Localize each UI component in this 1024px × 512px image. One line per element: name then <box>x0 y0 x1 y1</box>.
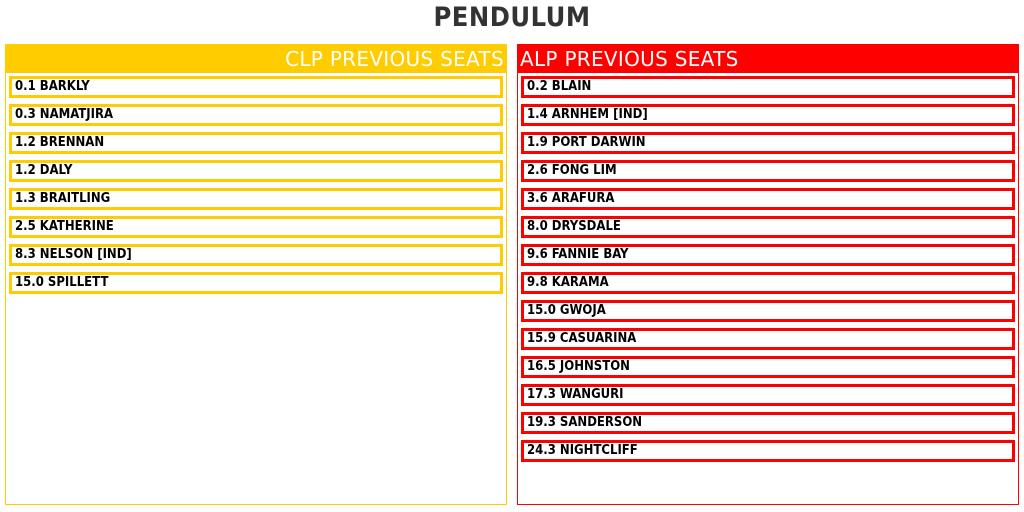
alp-seat-item[interactable]: 9.6 FANNIE BAY <box>521 244 1015 266</box>
alp-seat-item[interactable]: 15.9 CASUARINA <box>521 328 1015 350</box>
alp-seat-item[interactable]: 19.3 SANDERSON <box>521 412 1015 434</box>
alp-seat-item[interactable]: 8.0 DRYSDALE <box>521 216 1015 238</box>
alp-seat-item[interactable]: 1.9 PORT DARWIN <box>521 132 1015 154</box>
alp-seat-item[interactable]: 1.4 ARNHEM [IND] <box>521 104 1015 126</box>
clp-seat-item[interactable]: 1.3 BRAITLING <box>9 188 503 210</box>
clp-panel-header: CLP PREVIOUS SEATS <box>6 45 506 73</box>
alp-seat-item[interactable]: 3.6 ARAFURA <box>521 188 1015 210</box>
clp-seat-item[interactable]: 2.5 KATHERINE <box>9 216 503 238</box>
alp-panel-header: ALP PREVIOUS SEATS <box>518 45 1018 73</box>
clp-seat-item[interactable]: 0.3 NAMATJIRA <box>9 104 503 126</box>
clp-seat-item[interactable]: 8.3 NELSON [IND] <box>9 244 503 266</box>
clp-seat-item[interactable]: 0.1 BARKLY <box>9 76 503 98</box>
clp-seat-item[interactable]: 1.2 BRENNAN <box>9 132 503 154</box>
alp-seat-list: 0.2 BLAIN 1.4 ARNHEM [IND] 1.9 PORT DARW… <box>518 73 1018 462</box>
clp-seat-item[interactable]: 15.0 SPILLETT <box>9 272 503 294</box>
alp-seat-item[interactable]: 2.6 FONG LIM <box>521 160 1015 182</box>
page-title: PENDULUM <box>0 2 1024 33</box>
clp-seat-list: 0.1 BARKLY 0.3 NAMATJIRA 1.2 BRENNAN 1.2… <box>6 73 506 294</box>
alp-seat-item[interactable]: 24.3 NIGHTCLIFF <box>521 440 1015 462</box>
alp-seat-item[interactable]: 15.0 GWOJA <box>521 300 1015 322</box>
alp-seat-item[interactable]: 0.2 BLAIN <box>521 76 1015 98</box>
clp-panel: CLP PREVIOUS SEATS 0.1 BARKLY 0.3 NAMATJ… <box>5 44 507 505</box>
alp-panel: ALP PREVIOUS SEATS 0.2 BLAIN 1.4 ARNHEM … <box>517 44 1019 505</box>
alp-seat-item[interactable]: 17.3 WANGURI <box>521 384 1015 406</box>
alp-seat-item[interactable]: 16.5 JOHNSTON <box>521 356 1015 378</box>
clp-seat-item[interactable]: 1.2 DALY <box>9 160 503 182</box>
alp-seat-item[interactable]: 9.8 KARAMA <box>521 272 1015 294</box>
